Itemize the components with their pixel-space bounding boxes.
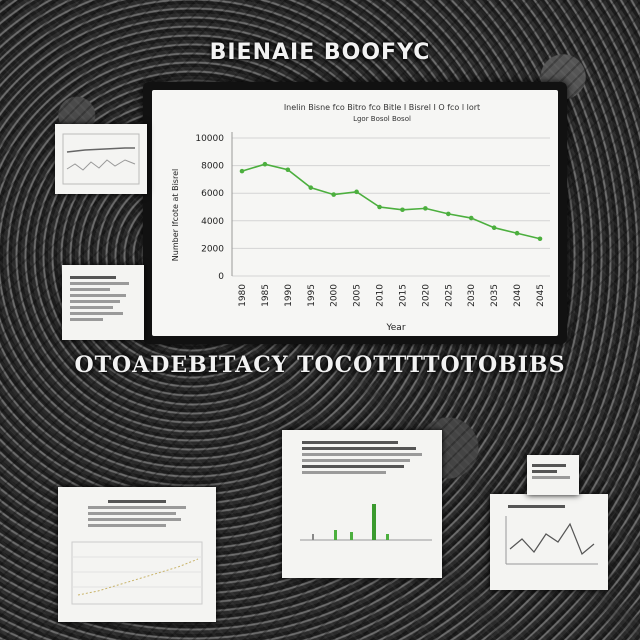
thumbnail-line-chart-small [505,516,598,565]
x-tick-label: 2030 [467,284,477,307]
y-axis-label: Number Ifcote at Bisrel [171,169,180,261]
x-tick-label: 2025 [444,284,454,307]
x-tick-label: 1995 [307,284,317,307]
x-tick-label: 2015 [398,284,408,307]
data-point [354,189,359,195]
chart-title: Inelin Bisne fco Bitro fco Bitle I Bisre… [284,103,480,112]
data-point [331,192,336,197]
thumbnail-chart-top-left [55,124,147,194]
series-line-group [239,161,543,242]
x-tick-label: 2020 [421,284,431,307]
x-tick-label: 2040 [513,284,523,307]
x-axis-label: Year [385,323,405,333]
x-tick-label: 2005 [353,284,363,307]
x-tick-label: 2010 [376,284,386,307]
x-tick-label: 2035 [490,284,500,307]
data-point [262,161,268,167]
y-tick-label: 2000 [201,244,224,254]
y-tick-label: 6000 [201,189,224,199]
data-point [423,206,428,211]
x-tick-label: 1980 [238,284,248,307]
y-tick-label: 0 [218,272,224,282]
y-tick-labels: 0 2000 4000 6000 8000 10000 [195,134,224,282]
y-tick-label: 8000 [201,162,224,172]
top-headline: BIENAIE BOOFYC [209,40,431,65]
data-point [446,211,451,217]
thumbnail-bar-report [282,430,442,578]
thumbnail-line-report [490,494,608,590]
thumbnail-bar-chart [300,504,432,541]
data-point [491,225,497,230]
data-point [400,207,405,213]
thumbnail-text-page [62,265,144,340]
main-chart-card: Inelin Bisne fco Bitro fco Bitle I Bisre… [152,90,558,336]
data-point [468,215,474,221]
chart-subtitle: Lgor Bosol Bosol [353,115,411,123]
main-chart-frame: Inelin Bisne fco Bitro fco Bitle I Bisre… [143,82,567,344]
data-point [239,168,245,174]
thumbnail-scatter-report [58,487,216,622]
x-tick-label: 1985 [261,284,271,307]
data-point [514,230,520,236]
data-point [537,236,543,242]
x-tick-label: 1990 [284,284,294,307]
y-tick-label: 4000 [201,217,224,227]
grid-lines [231,132,550,277]
x-tick-labels: 1980 1985 1990 1995 2000 2005 2010 2015 2020 2025… [238,284,546,307]
line-chart: Inelin Bisne fco Bitro fco Bitle I Bisre… [171,103,550,333]
thumbnail-line-chart [62,133,140,185]
series-line [241,163,541,240]
data-point [377,204,382,210]
y-tick-label: 10000 [195,134,224,144]
x-tick-label: 2000 [330,284,340,307]
thumbnail-note [527,455,579,495]
x-tick-label: 2045 [536,284,546,307]
thumbnail-scatter-plot [71,541,203,605]
middle-headline: OTOADEBITACY TOCOTTTTOTOBIBS [74,352,566,378]
data-point [285,167,291,173]
data-point [308,185,314,190]
